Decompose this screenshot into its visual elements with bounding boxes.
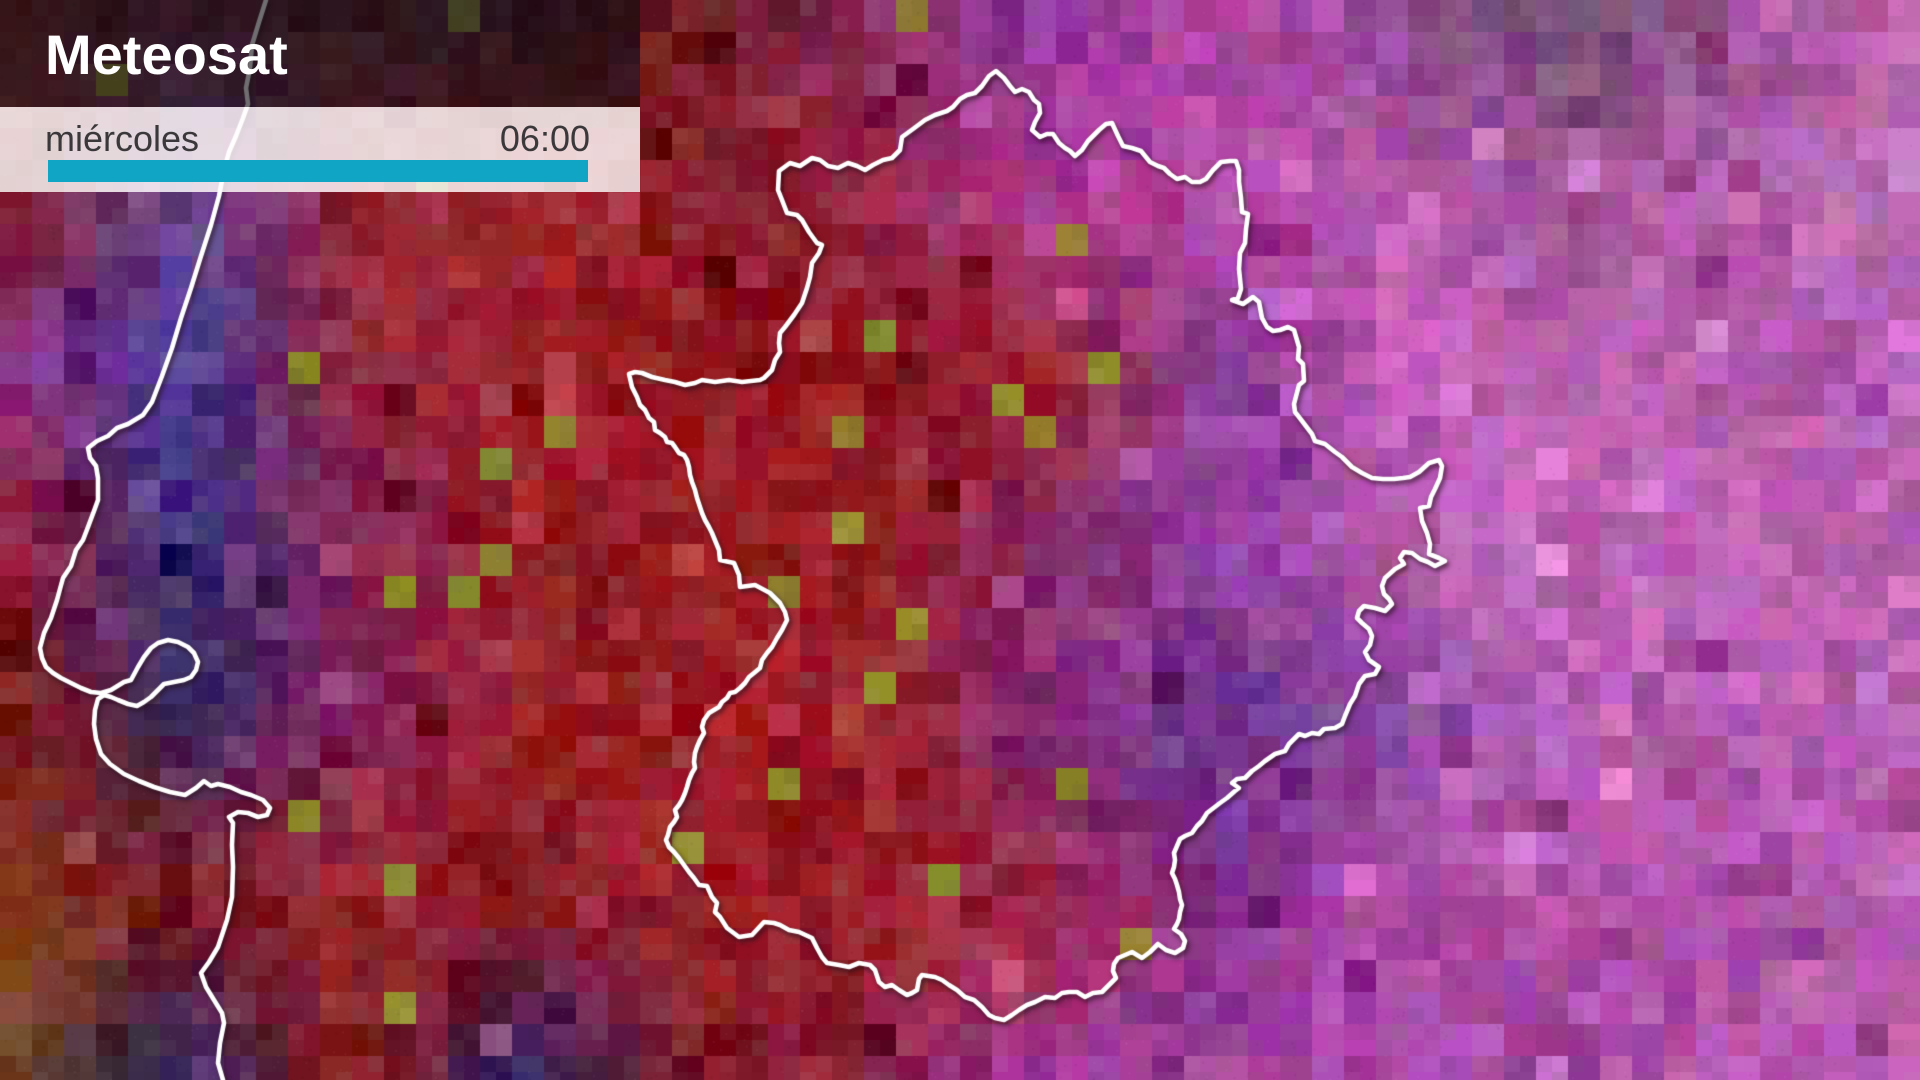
time-label: 06:00 (499, 118, 590, 159)
map-title: Meteosat (45, 23, 288, 86)
map-header-bar: Meteosat (0, 0, 640, 107)
timeline-progress-fill (48, 160, 588, 182)
timeline-bar: miércoles 06:00 (0, 107, 640, 192)
timeline-progress-track (48, 160, 588, 182)
weekday-label: miércoles (45, 118, 200, 159)
